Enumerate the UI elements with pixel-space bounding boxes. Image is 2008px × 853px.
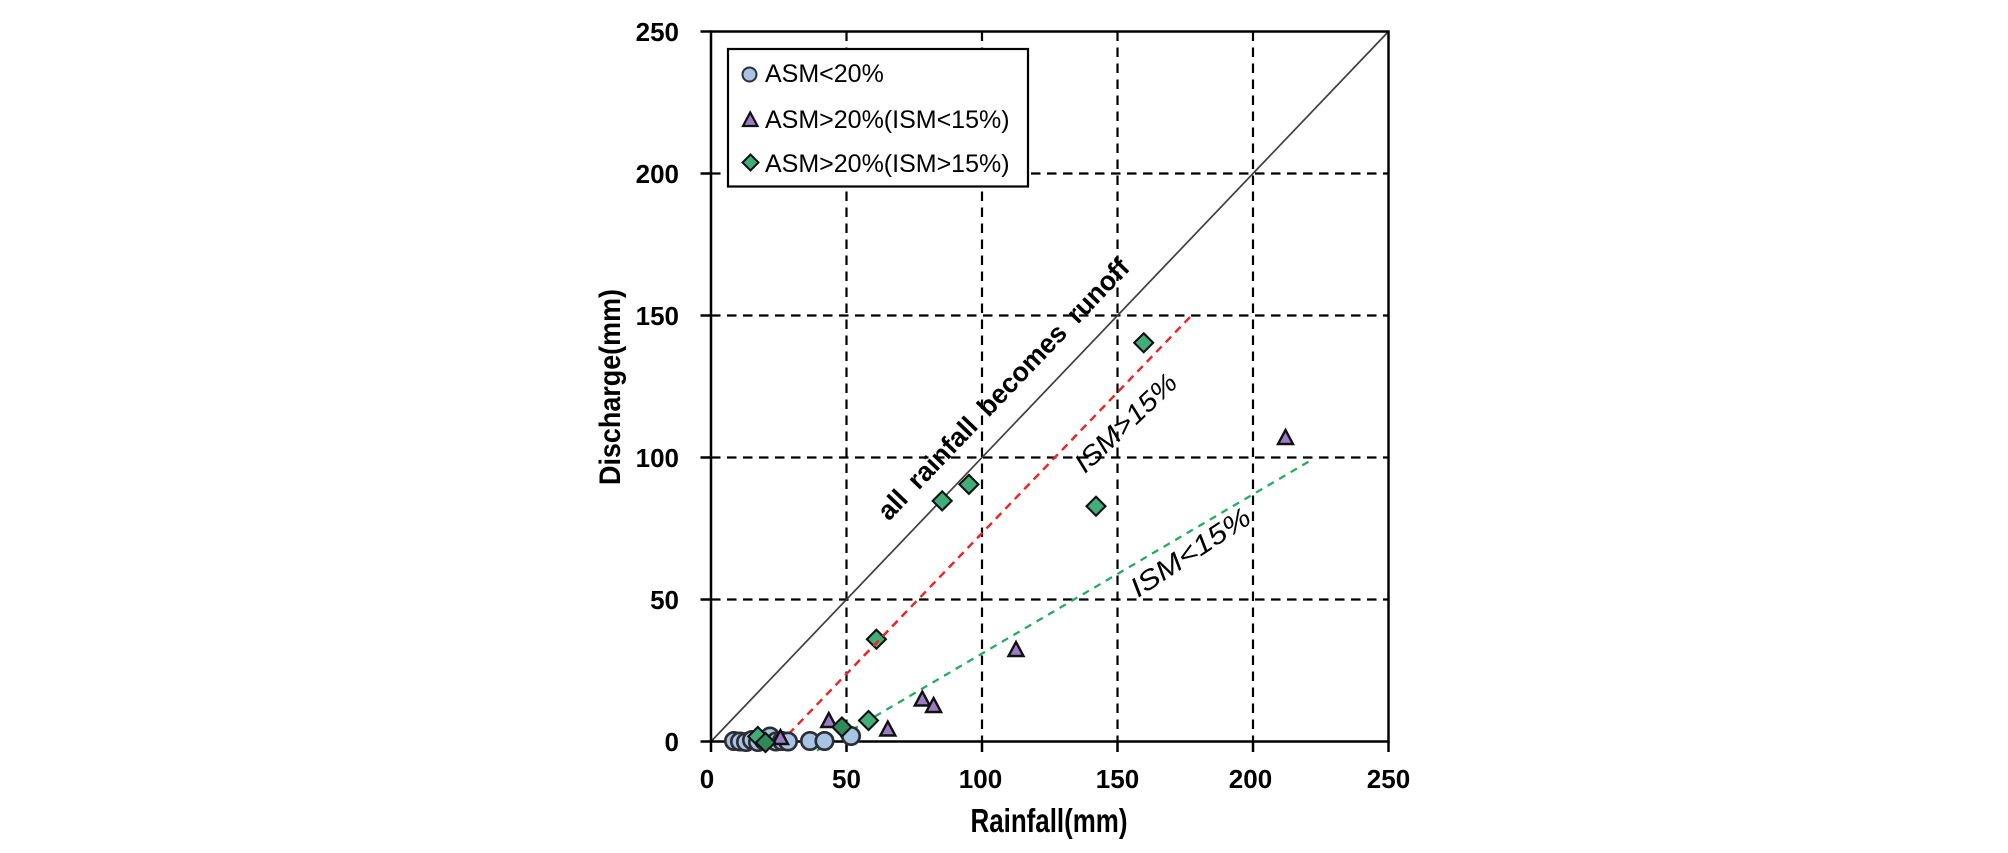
svg-text:ASM>20%(ISM>15%): ASM>20%(ISM>15%): [765, 150, 1010, 178]
svg-text:150: 150: [1096, 764, 1139, 794]
svg-text:Discharge(mm): Discharge(mm): [594, 289, 627, 485]
svg-text:ASM<20%: ASM<20%: [765, 60, 884, 88]
svg-text:Rainfall(mm): Rainfall(mm): [971, 802, 1128, 839]
svg-text:200: 200: [1229, 764, 1272, 794]
svg-text:250: 250: [636, 17, 679, 47]
svg-text:150: 150: [636, 301, 679, 331]
svg-text:50: 50: [832, 764, 861, 794]
svg-text:ASM>20%(ISM<15%): ASM>20%(ISM<15%): [765, 106, 1010, 134]
svg-text:200: 200: [636, 159, 679, 189]
svg-text:0: 0: [700, 764, 714, 794]
svg-text:250: 250: [1367, 764, 1410, 794]
svg-text:50: 50: [650, 585, 679, 615]
svg-text:100: 100: [959, 764, 1002, 794]
svg-text:0: 0: [665, 727, 679, 757]
svg-text:100: 100: [636, 443, 679, 473]
